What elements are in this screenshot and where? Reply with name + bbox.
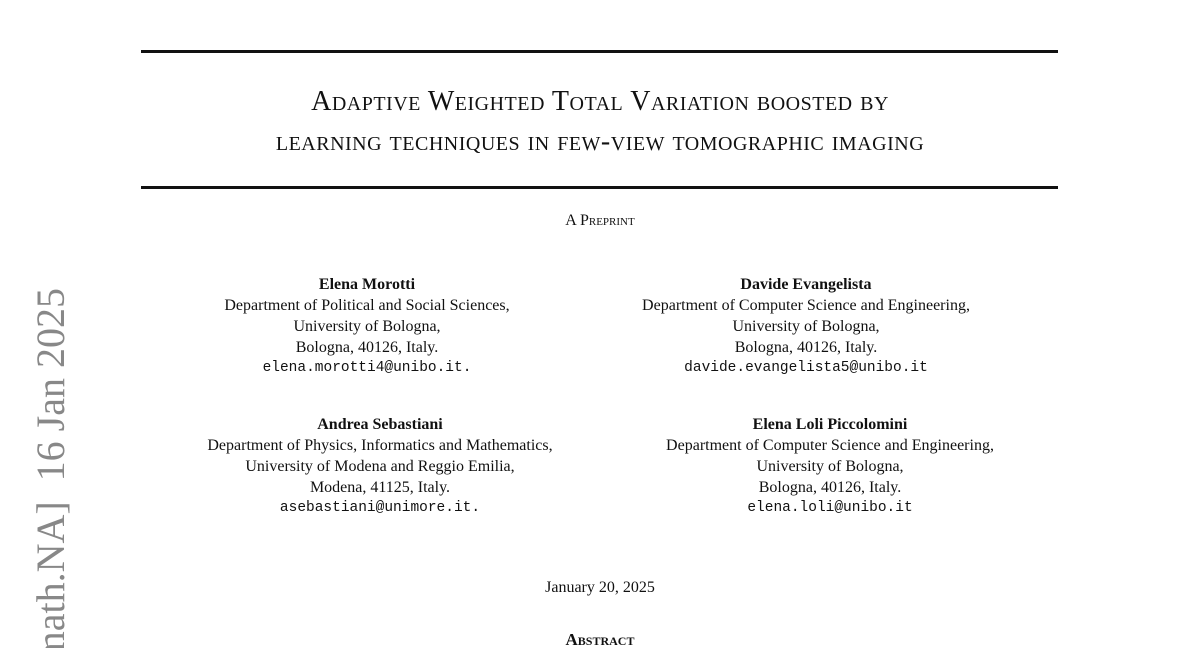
date: January 20, 2025	[545, 579, 655, 596]
arxiv-stamp: math.NA] 16 Jan 2025	[28, 288, 73, 648]
author-name: Elena Morotti	[318, 276, 416, 293]
title-line: Adaptive Weighted Total Variation booste…	[311, 86, 889, 117]
affiliation-line: Bologna, 40126, Italy.	[295, 339, 439, 356]
author-name: Elena Loli Piccolomini	[752, 416, 908, 433]
affiliation-line: University of Bologna,	[732, 318, 880, 335]
author-block: Elena Morotti Department of Political and…	[224, 274, 509, 379]
affiliation-line: Department of Physics, Informatics and M…	[207, 437, 553, 454]
affiliation-line: Bologna, 40126, Italy.	[758, 479, 902, 496]
affiliation-line: Modena, 41125, Italy.	[309, 479, 451, 496]
affiliation-line: Department of Computer Science and Engin…	[666, 437, 994, 454]
author-name: Andrea Sebastiani	[317, 416, 443, 433]
affiliation-line: Bologna, 40126, Italy.	[734, 339, 878, 356]
arxiv-id: math.NA] 16 Jan 2025	[28, 288, 73, 648]
affiliation-line: Department of Computer Science and Engin…	[642, 297, 970, 314]
affiliation-line: University of Modena and Reggio Emilia,	[245, 458, 515, 475]
author-block: Elena Loli Piccolomini Department of Comp…	[666, 414, 994, 519]
author-email: davide.evangelista5@unibo.it	[684, 360, 928, 376]
abstract-heading: Abstract	[565, 630, 635, 649]
affiliation-line: University of Bologna,	[756, 458, 904, 475]
author-email: elena.morotti4@unibo.it.	[262, 360, 472, 376]
affiliation-line: University of Bologna,	[293, 318, 441, 335]
preprint-label: A Preprint	[565, 212, 635, 229]
author-name: Davide Evangelista	[740, 276, 872, 293]
author-block: Andrea Sebastiani Department of Physics, …	[207, 414, 552, 519]
top-rule	[141, 50, 1058, 53]
author-email: elena.loli@unibo.it	[747, 500, 913, 516]
affiliation-line: Department of Political and Social Scien…	[224, 297, 510, 314]
title-line: learning techniques in few-view tomograp…	[275, 126, 925, 157]
author-email: asebastiani@unimore.it.	[279, 500, 481, 516]
bottom-rule	[141, 186, 1058, 189]
author-block: Davide Evangelista Department of Computer…	[642, 274, 970, 379]
